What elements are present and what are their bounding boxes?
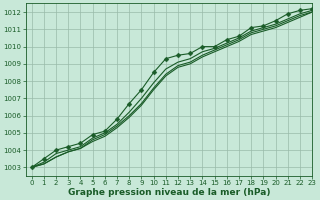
X-axis label: Graphe pression niveau de la mer (hPa): Graphe pression niveau de la mer (hPa) [68, 188, 270, 197]
